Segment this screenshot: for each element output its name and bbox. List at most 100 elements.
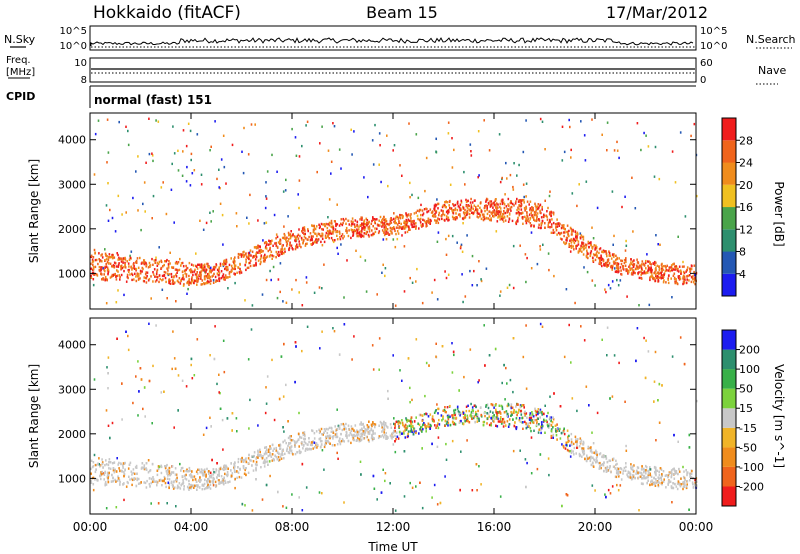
range-cell (526, 424, 528, 427)
range-cell (335, 224, 337, 228)
range-cell (173, 357, 176, 360)
range-cell (265, 278, 268, 282)
range-cell (170, 188, 173, 191)
range-cell (236, 225, 238, 228)
range-cell (645, 134, 647, 137)
range-cell (155, 272, 158, 276)
range-cell (453, 411, 456, 415)
range-cell (324, 234, 327, 237)
range-cell (148, 482, 151, 486)
range-cell (176, 262, 179, 265)
range-cell (333, 330, 336, 333)
range-cell (190, 281, 193, 284)
range-cell (153, 259, 156, 262)
range-cell (164, 260, 166, 263)
range-cell (600, 254, 602, 257)
range-cell (560, 231, 563, 235)
range-cell (579, 437, 582, 440)
range-cell (280, 248, 282, 251)
range-cell (492, 202, 494, 205)
range-cell (316, 443, 319, 447)
range-cell (94, 258, 97, 262)
range-cell (304, 442, 307, 445)
range-cell (147, 471, 150, 474)
range-cell (306, 325, 309, 328)
range-cell (471, 284, 474, 287)
range-cell (494, 212, 496, 215)
range-cell (176, 484, 179, 487)
range-cell (273, 213, 276, 217)
range-cell (658, 481, 660, 484)
range-cell (105, 463, 108, 466)
range-cell (638, 266, 641, 269)
range-cell (163, 263, 165, 267)
range-cell (400, 432, 403, 435)
range-cell (164, 276, 167, 280)
range-cell (608, 254, 611, 257)
range-cell (195, 275, 198, 278)
range-cell (611, 190, 614, 193)
range-cell (265, 450, 267, 453)
range-cell (571, 192, 574, 195)
range-cell (576, 440, 578, 443)
range-cell (542, 243, 544, 246)
range-cell (550, 225, 553, 229)
range-cell (364, 226, 367, 229)
range-cell (307, 443, 309, 446)
range-cell (214, 480, 217, 484)
range-cell (403, 220, 406, 223)
range-cell (363, 433, 366, 436)
freq-panel: Freq. [MHz] 10 8 60 0 Nave (6, 55, 786, 86)
range-cell (632, 273, 634, 276)
range-cell (525, 217, 527, 221)
range-cell (384, 224, 387, 227)
range-cell (587, 242, 590, 245)
range-cell (143, 467, 146, 471)
range-cell (132, 468, 135, 471)
range-cell (289, 438, 292, 441)
range-cell (188, 466, 191, 470)
range-cell (632, 474, 635, 477)
range-cell (447, 219, 449, 222)
range-cell (694, 479, 696, 482)
range-cell (405, 223, 408, 226)
range-cell (171, 266, 173, 269)
range-cell (265, 256, 268, 259)
range-cell (615, 258, 617, 262)
range-cell (251, 304, 254, 307)
range-cell (633, 263, 635, 266)
range-cell (302, 242, 304, 245)
range-cell (690, 280, 693, 284)
range-cell (381, 229, 384, 232)
range-cell (117, 265, 119, 268)
range-cell (154, 275, 156, 278)
range-cell (427, 220, 430, 223)
range-cell (350, 441, 352, 445)
range-cell (503, 203, 506, 206)
range-cell (394, 229, 396, 233)
range-cell (530, 419, 532, 422)
range-cell (620, 259, 622, 262)
range-cell (436, 240, 439, 243)
range-cell (607, 264, 609, 267)
range-cell (476, 284, 478, 287)
range-cell (679, 482, 682, 486)
range-cell (470, 208, 472, 211)
range-cell (686, 275, 689, 278)
range-cell (92, 483, 95, 486)
range-cell (465, 409, 468, 413)
range-cell (166, 272, 169, 275)
range-cell (203, 472, 206, 475)
range-cell (628, 270, 630, 274)
range-cell (403, 290, 406, 293)
range-cell (113, 471, 116, 474)
range-cell (495, 230, 498, 233)
range-cell (536, 212, 539, 215)
range-cell (409, 276, 411, 280)
range-cell (359, 460, 362, 463)
range-cell (376, 293, 378, 296)
range-cell (654, 260, 656, 264)
range-cell (233, 467, 236, 470)
range-cell (540, 216, 543, 219)
range-cell (227, 276, 229, 279)
